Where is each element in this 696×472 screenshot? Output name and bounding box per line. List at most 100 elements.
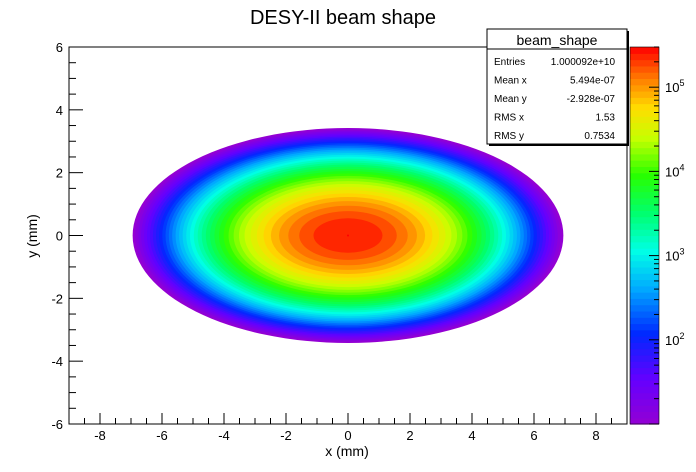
palette-step [630, 178, 659, 186]
chart-title: DESY-II beam shape [250, 7, 436, 29]
stats-row-value: 1.53 [596, 113, 616, 124]
palette-step [630, 260, 659, 268]
y-tick-label: 4 [56, 103, 63, 118]
x-tick-label: 8 [592, 428, 599, 443]
heatmap-contour-band [347, 234, 349, 237]
x-axis-label: x (mm) [325, 443, 369, 459]
palette-step [630, 103, 659, 111]
stats-row-value: 0.7534 [584, 131, 615, 142]
y-tick-label: 0 [56, 229, 63, 244]
palette-step [630, 72, 659, 80]
palette-step [630, 204, 659, 211]
palette-step [630, 266, 659, 274]
x-tick-label: -2 [280, 428, 292, 443]
palette-step [630, 147, 659, 155]
x-tick-label: -4 [218, 428, 230, 443]
y-tick-label: -6 [51, 417, 63, 432]
palette-step [630, 336, 659, 343]
stats-row-label: RMS x [494, 113, 524, 124]
palette-step [630, 53, 659, 61]
heatmap-layer [132, 128, 564, 343]
z-tick-label: 105 [665, 78, 684, 95]
palette-step [630, 317, 659, 325]
palette-step [630, 84, 659, 92]
palette-step [630, 398, 659, 406]
palette-step [630, 172, 659, 180]
stats-row-label: Mean x [494, 76, 527, 87]
palette-step [630, 367, 659, 375]
x-axis: -8 -6 -4 -2 0 2 4 6 8 [68, 413, 628, 443]
palette-step [630, 97, 659, 105]
palette-step [630, 191, 659, 199]
palette-step [630, 134, 659, 142]
x-tick-label: -6 [156, 428, 168, 443]
palette-step [630, 197, 659, 205]
y-tick-label: -4 [51, 354, 63, 369]
palette-step [630, 153, 659, 161]
stats-box-frame [486, 28, 628, 145]
y-axis-label: y (mm) [24, 214, 40, 258]
palette-step [630, 254, 659, 262]
palette-step [630, 78, 659, 86]
palette-step [630, 279, 659, 287]
stats-row-value: 1.000092e+10 [551, 57, 616, 68]
palette-step [630, 160, 659, 167]
stats-row-label: Mean y [494, 94, 527, 105]
x-tick-label: 6 [530, 428, 537, 443]
palette-step [630, 380, 659, 387]
z-tick-label: 102 [665, 331, 684, 348]
x-tick-label: 0 [344, 428, 351, 443]
y-tick-label: 2 [56, 166, 63, 181]
palette-step [630, 348, 659, 356]
palette-step [630, 59, 659, 67]
palette-step [630, 185, 659, 193]
palette-step [630, 116, 659, 123]
y-axis: -6 -4 -2 0 2 4 6 [51, 40, 83, 432]
palette-step [630, 241, 659, 249]
palette-step [630, 292, 659, 299]
palette-step [630, 229, 659, 237]
stats-row-value: 5.494e-07 [570, 76, 615, 87]
palette-step [630, 90, 659, 98]
palette-step [630, 373, 659, 381]
palette-step [630, 298, 659, 306]
palette-step [630, 128, 659, 136]
stats-row-value: -2.928e-07 [567, 94, 616, 105]
y-tick-label: 6 [56, 40, 63, 55]
palette-step [630, 304, 659, 312]
palette-step [630, 386, 659, 394]
palette-step [630, 354, 659, 362]
palette-step [630, 47, 659, 54]
palette-step [630, 65, 659, 73]
x-tick-label: 4 [468, 428, 475, 443]
x-tick-label: -8 [94, 428, 106, 443]
stats-row-label: RMS y [494, 131, 524, 142]
palette-step [630, 411, 659, 419]
palette-step [630, 405, 659, 413]
stats-row-label: Entries [494, 57, 525, 68]
palette-step [630, 122, 659, 130]
stats-box: beam_shape Entries 1.000092e+10 Mean x 5.494… [486, 28, 629, 146]
palette-step [630, 166, 659, 174]
x-tick-label: 2 [406, 428, 413, 443]
palette-step [630, 210, 659, 218]
palette-step [630, 248, 659, 255]
palette-border [629, 46, 660, 425]
stats-box-title: beam_shape [517, 32, 598, 48]
palette-step [630, 342, 659, 350]
palette-step [630, 222, 659, 230]
palette-step [630, 310, 659, 318]
palette-step [630, 361, 659, 369]
palette-step [630, 417, 659, 425]
palette-step [630, 329, 659, 337]
palette-step [630, 285, 659, 293]
color-palette: 102 103 104 105 [629, 46, 684, 425]
palette-step [630, 141, 659, 149]
z-tick-label: 103 [665, 247, 684, 264]
palette-step [630, 235, 659, 243]
palette-step [630, 216, 659, 224]
palette-step [630, 323, 659, 331]
palette-step [630, 392, 659, 400]
z-tick-label: 104 [665, 162, 684, 179]
